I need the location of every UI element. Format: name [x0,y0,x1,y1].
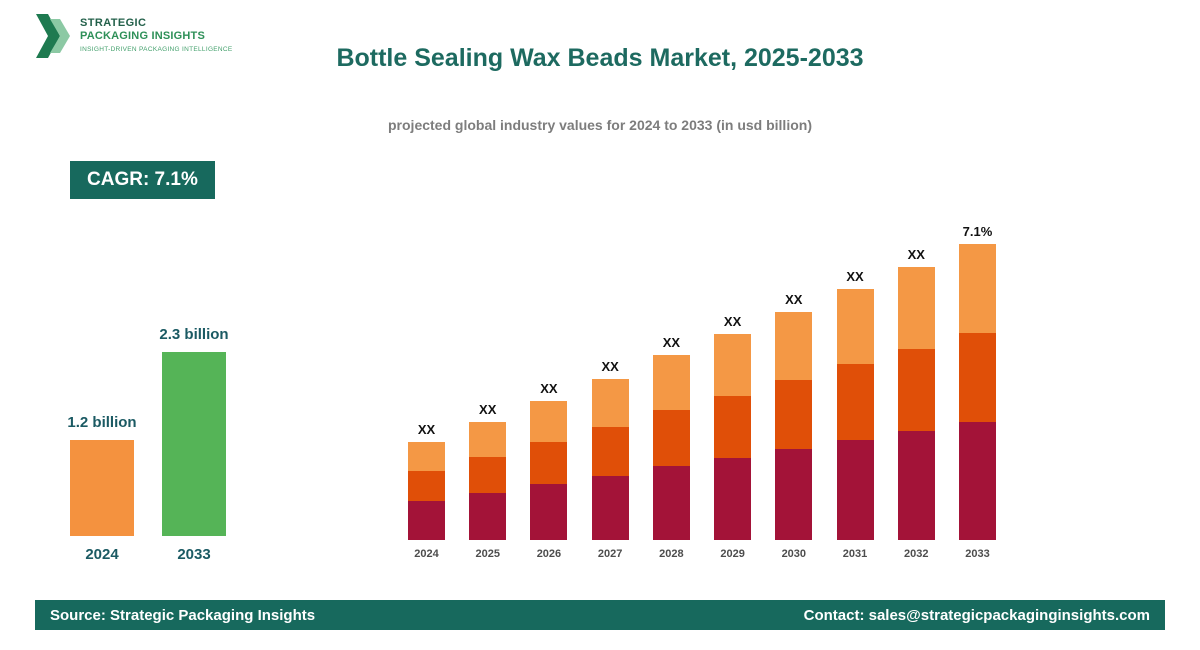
bar-year-label: 2028 [659,548,684,560]
mini-bar-year-label: 2024 [85,546,119,563]
bar-segment-lower [469,493,507,540]
bar-segment-upper [652,355,690,410]
bar-value-label: XX [846,269,864,284]
bar-value-label: XX [540,381,558,396]
bar-segment-middle [408,471,445,501]
bar-segment-middle [530,442,568,484]
stacked-bar [469,422,507,540]
stacked-bar-column: XX 2026 [530,381,568,560]
stacked-bar-column: XX 2025 [469,402,507,560]
bar-year-label: 2033 [965,548,990,560]
bar-year-label: 2024 [414,548,439,560]
bar-segment-upper [714,334,752,396]
stacked-bar-chart: XX 2024 XX 2025 XX 2026 XX 2027 XX 2028 XX 2029 XX 20… [408,200,996,560]
bar-segment-lower [958,422,996,540]
bar-segment-middle [714,396,752,458]
bar-value-label: XX [479,402,497,417]
bar-segment-upper [591,379,629,427]
bar-value-label: XX [907,247,925,262]
mini-bar-year-label: 2033 [177,546,211,563]
mini-bar-value-label: 1.2 billion [67,414,137,431]
bar-segment-upper [897,267,935,349]
bar-segment-upper [958,244,996,333]
bar-segment-middle [591,427,629,476]
stacked-bar [958,244,996,540]
footer-bar: Source: Strategic Packaging Insights Con… [35,600,1165,630]
stacked-bar [836,289,874,540]
stacked-bar-column: XX 2029 [714,314,752,560]
stacked-bar [408,442,445,540]
footer-source: Source: Strategic Packaging Insights [50,606,316,624]
bar-segment-upper [408,442,445,471]
logo: STRATEGIC PACKAGING INSIGHTS INSIGHT-DRI… [35,13,233,64]
bar-segment-lower [591,476,629,540]
stacked-bar-column: XX 2024 [408,422,445,560]
mini-chart: 1.2 billion 2024 2.3 billion 2033 [67,318,229,563]
bar-segment-lower [836,440,874,540]
bar-year-label: 2025 [475,548,500,560]
bar-year-label: 2032 [904,548,929,560]
bar-segment-lower [775,449,813,540]
bar-value-label: XX [601,359,619,374]
mini-bar-value-label: 2.3 billion [159,326,229,343]
logo-text: STRATEGIC PACKAGING INSIGHTS INSIGHT-DRI… [80,13,233,54]
bar-segment-middle [469,457,507,493]
bar-segment-lower [897,431,935,540]
mini-bar [162,352,226,536]
bar-segment-upper [836,289,874,364]
stacked-bar-column: XX 2030 [775,292,813,560]
bar-value-label: XX [417,422,436,437]
stacked-bar [897,267,935,540]
logo-line1: STRATEGIC [80,17,147,29]
bar-value-label: XX [662,335,681,350]
stacked-bar [530,401,568,540]
footer-contact: Contact: sales@strategicpackaginginsight… [803,606,1150,624]
stacked-bar [591,379,629,540]
bar-segment-middle [897,349,935,431]
bar-segment-upper [469,422,507,457]
bar-year-label: 2027 [597,548,623,560]
stacked-bar-column: XX 2027 [591,359,629,560]
bar-year-label: 2030 [781,548,807,560]
bar-segment-lower [714,458,752,540]
bar-segment-middle [958,333,996,422]
bar-segment-lower [530,484,568,540]
bar-year-label: 2029 [720,548,745,560]
bar-value-label: XX [723,314,742,329]
stacked-bar [652,355,690,540]
bar-value-label: 7.1% [962,224,993,239]
stacked-bar [775,312,813,540]
bar-segment-middle [775,380,813,449]
logo-line2: PACKAGING INSIGHTS [80,29,206,42]
logo-chevron-icon [35,13,71,64]
cagr-badge: CAGR: 7.1% [70,161,215,199]
bar-segment-middle [836,364,874,440]
bar-value-label: XX [785,292,803,307]
bar-segment-middle [652,410,690,466]
mini-bar-group: 1.2 billion 2024 [67,414,137,563]
bar-segment-lower [408,501,445,540]
logo-tagline: INSIGHT-DRIVEN PACKAGING INTELLIGENCE [80,46,233,54]
stacked-bar-column: XX 2031 [836,269,874,560]
bar-year-label: 2031 [842,548,868,560]
bar-segment-lower [652,466,690,540]
stacked-bar [714,334,752,540]
mini-bar-group: 2.3 billion 2033 [159,326,229,563]
mini-bar [70,440,134,536]
stacked-bar-column: 7.1% 2033 [958,224,996,560]
bar-year-label: 2026 [536,548,562,560]
page-title: Bottle Sealing Wax Beads Market, 2025-20… [336,44,864,72]
bar-segment-upper [530,401,568,442]
page-subtitle: projected global industry values for 202… [388,117,812,133]
stacked-bar-column: XX 2032 [897,247,935,560]
bar-segment-upper [775,312,813,380]
stacked-bar-column: XX 2028 [652,335,690,560]
